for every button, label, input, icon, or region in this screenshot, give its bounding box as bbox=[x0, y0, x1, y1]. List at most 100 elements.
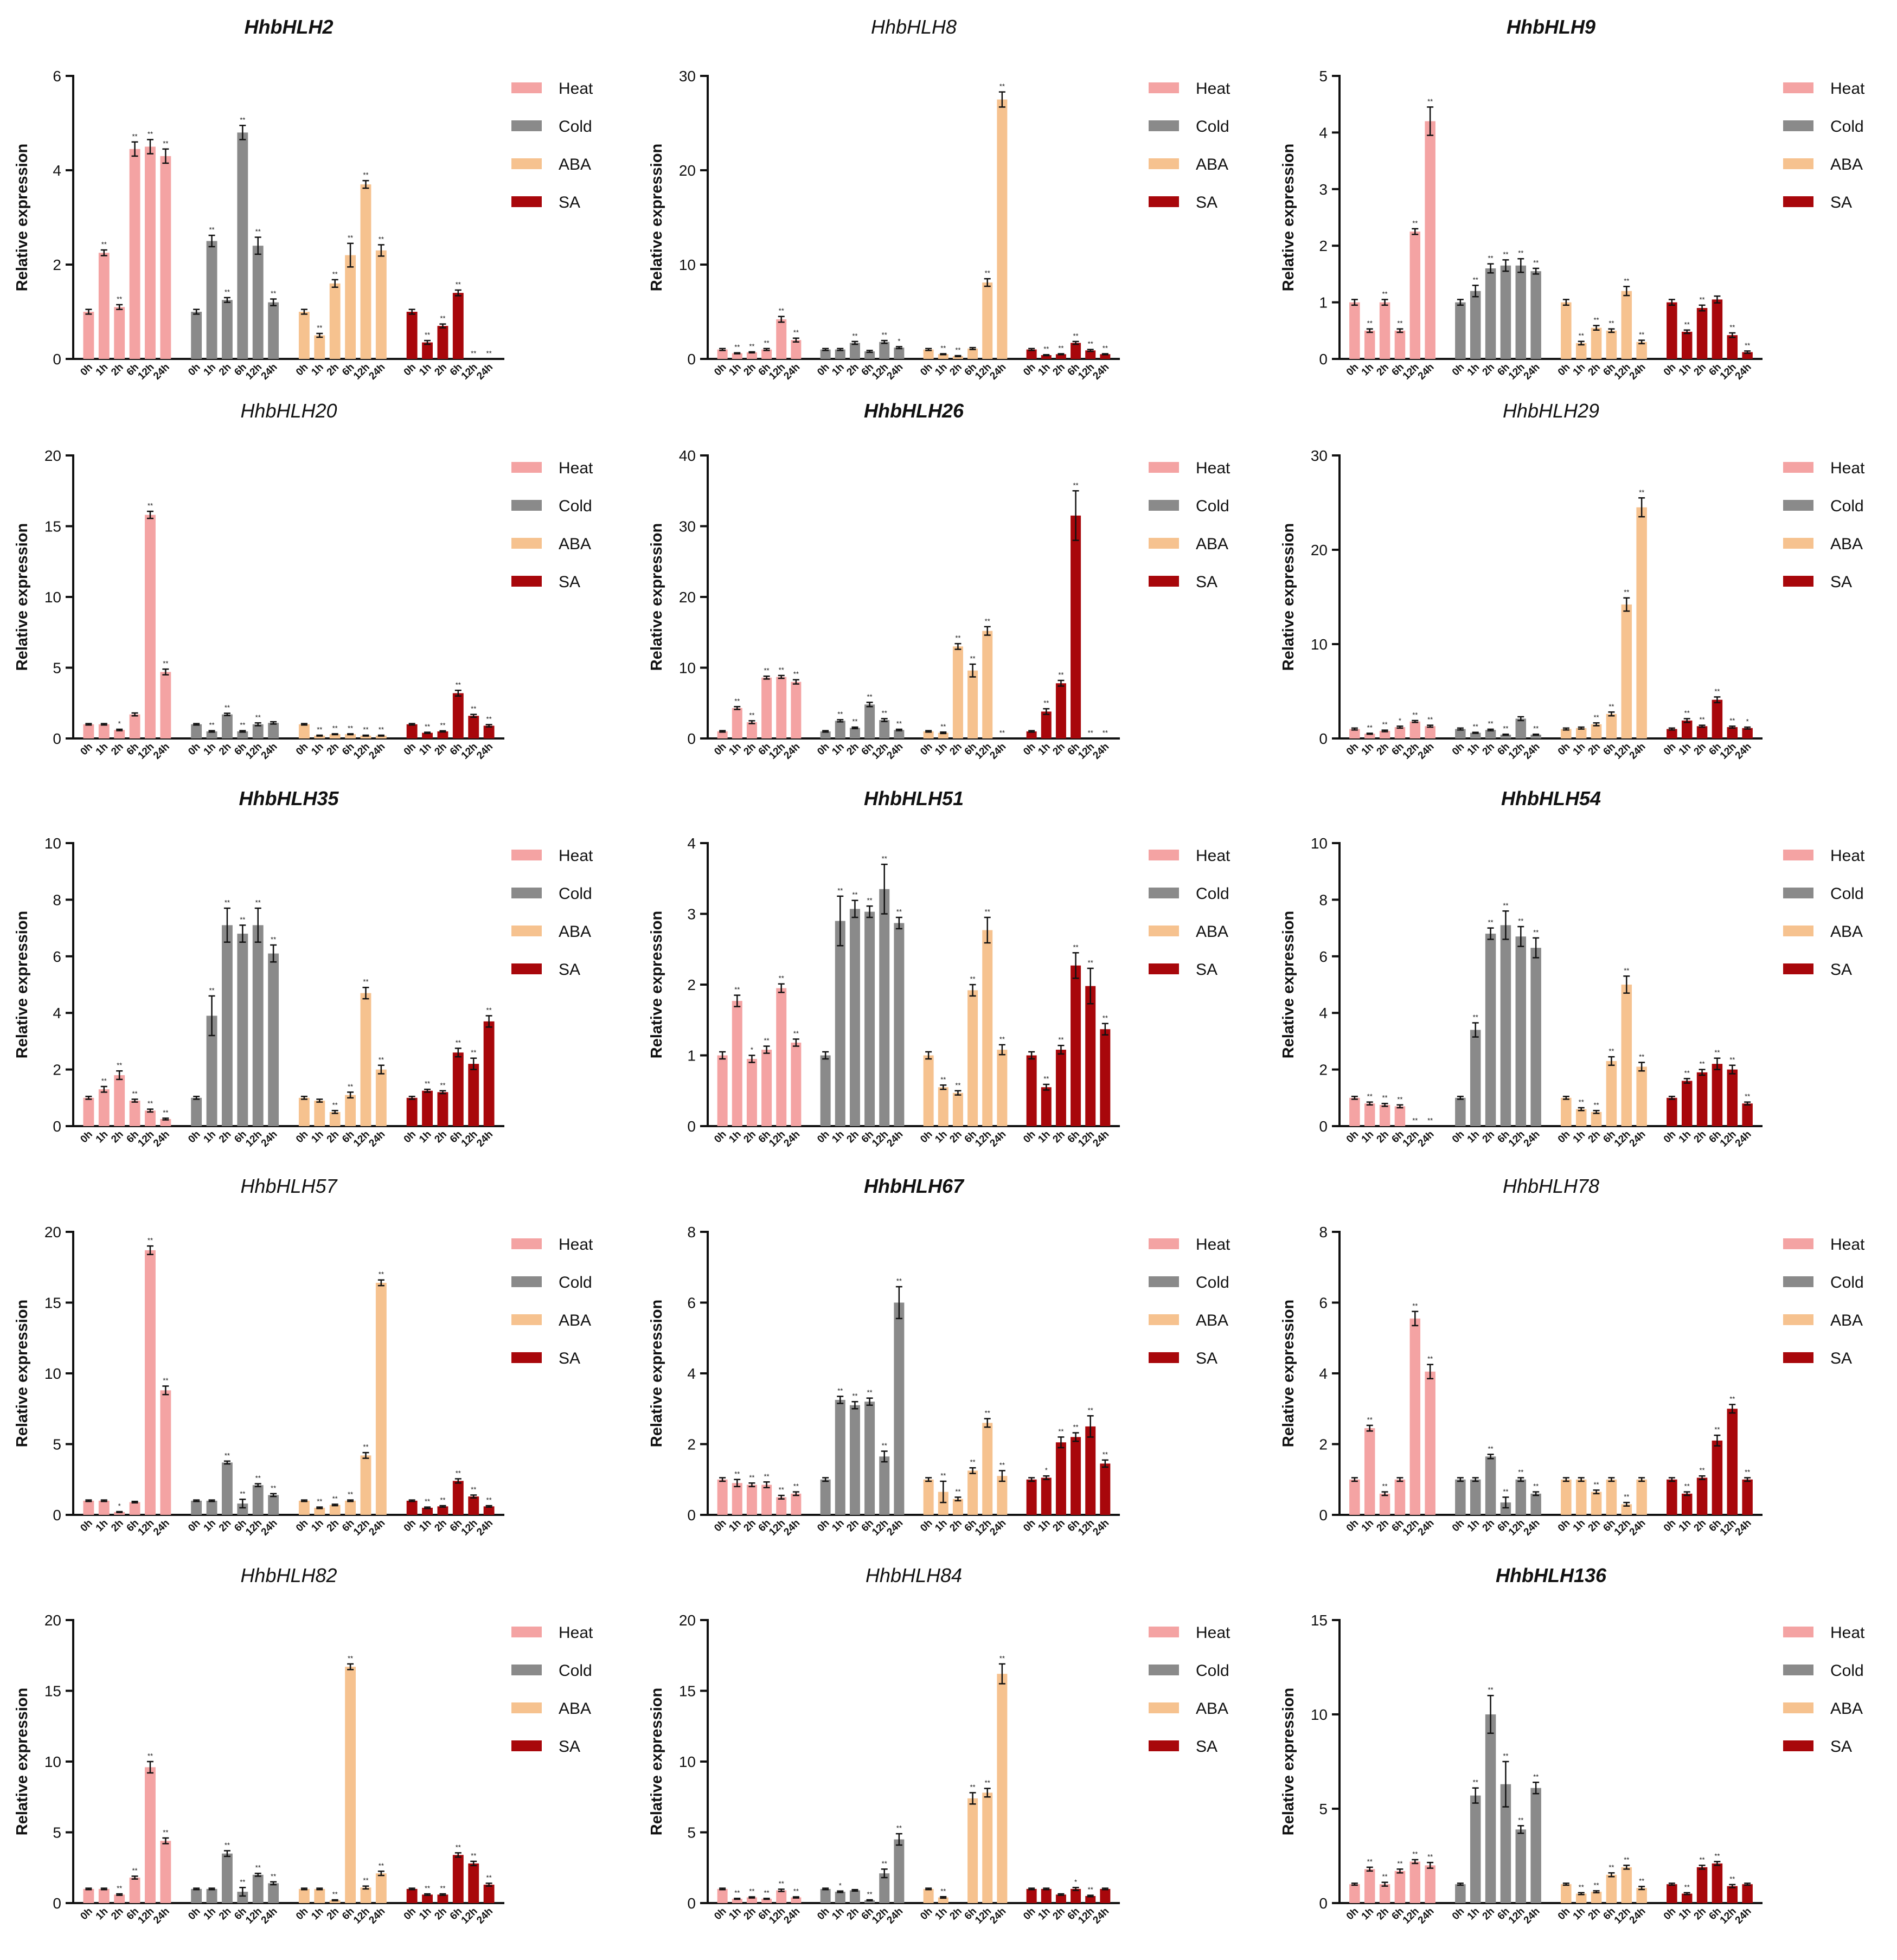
x-tick-label: 2h bbox=[217, 362, 234, 378]
y-tick-label: 40 bbox=[679, 447, 696, 464]
x-tick-label: 0h bbox=[1344, 1906, 1361, 1923]
legend-swatch-aba bbox=[1149, 926, 1179, 936]
bar-sa-6h bbox=[1071, 965, 1081, 1126]
bar-heat-1h bbox=[1364, 1428, 1375, 1515]
bar-cold-2h bbox=[849, 343, 860, 359]
y-tick-label: 6 bbox=[53, 68, 61, 85]
bar-heat-6h bbox=[761, 349, 772, 359]
x-tick-label: 24h bbox=[1733, 741, 1754, 762]
legend-label-sa: SA bbox=[559, 1349, 580, 1367]
legend-label-heat: Heat bbox=[559, 847, 593, 865]
bar-cold-12h bbox=[252, 1485, 264, 1515]
bar-aba-12h bbox=[982, 1792, 993, 1903]
x-tick-label: 1h bbox=[417, 741, 434, 758]
bar-aba-1h bbox=[1575, 343, 1587, 359]
significance-mark: * bbox=[1045, 1466, 1048, 1474]
x-tick-label: 24h bbox=[1522, 1518, 1542, 1538]
x-tick-label: 2h bbox=[1375, 1129, 1392, 1146]
significance-mark: ** bbox=[148, 502, 153, 510]
bar-sa-24h bbox=[1100, 1888, 1111, 1903]
significance-mark: ** bbox=[882, 1859, 887, 1867]
x-tick-label: 2h bbox=[1050, 1518, 1067, 1534]
x-tick-label: 1h bbox=[1360, 1906, 1376, 1923]
y-axis-label: Relative expression bbox=[648, 911, 665, 1058]
bar-heat-24h bbox=[1425, 121, 1435, 359]
bar-sa-2h bbox=[437, 1506, 448, 1515]
legend-label-sa: SA bbox=[1196, 573, 1217, 591]
bar-aba-24h bbox=[1636, 507, 1647, 738]
y-tick-label: 4 bbox=[53, 1005, 61, 1021]
bar-cold-24h bbox=[894, 730, 905, 738]
bar-sa-6h bbox=[1712, 299, 1723, 359]
significance-mark: ** bbox=[1700, 1855, 1705, 1863]
bar-cold-2h bbox=[849, 728, 860, 738]
bar-sa-12h bbox=[1727, 335, 1738, 359]
bar-heat-1h bbox=[732, 1483, 742, 1515]
y-tick-label: 5 bbox=[687, 1824, 696, 1841]
x-tick-label: 2h bbox=[844, 1906, 861, 1923]
x-tick-label: 1h bbox=[1360, 1518, 1376, 1534]
significance-mark: ** bbox=[332, 724, 338, 732]
significance-mark: ** bbox=[1488, 1444, 1494, 1453]
y-tick-label: 2 bbox=[53, 1062, 61, 1078]
significance-mark: ** bbox=[985, 269, 990, 277]
x-tick-label: 24h bbox=[475, 1906, 495, 1926]
x-tick-label: 2h bbox=[109, 1518, 126, 1534]
x-tick-label: 2h bbox=[217, 1129, 234, 1146]
significance-mark: * bbox=[118, 1502, 121, 1510]
bar-aba-2h bbox=[329, 1900, 341, 1903]
x-tick-label: 0h bbox=[1450, 741, 1467, 758]
significance-mark: ** bbox=[1503, 901, 1508, 909]
bar-sa-6h bbox=[452, 693, 464, 738]
significance-mark: ** bbox=[779, 1879, 784, 1887]
bar-cold-0h bbox=[1455, 1097, 1466, 1126]
legend-label-heat: Heat bbox=[1196, 80, 1231, 98]
significance-mark: ** bbox=[117, 1061, 122, 1069]
y-axis-label: Relative expression bbox=[14, 1688, 31, 1835]
bar-cold-24h bbox=[268, 953, 279, 1126]
significance-mark: ** bbox=[734, 343, 740, 351]
significance-mark: ** bbox=[852, 332, 857, 340]
legend-swatch-heat bbox=[1149, 462, 1179, 473]
x-tick-label: 1h bbox=[94, 362, 111, 378]
chart-title: HhbHLH8 bbox=[871, 16, 957, 38]
significance-mark: ** bbox=[734, 1470, 740, 1478]
significance-mark: ** bbox=[1639, 488, 1644, 496]
x-tick-label: 1h bbox=[202, 362, 219, 378]
significance-mark: ** bbox=[1427, 1355, 1433, 1363]
bar-cold-24h bbox=[1530, 1493, 1541, 1515]
significance-mark: ** bbox=[896, 1277, 902, 1285]
significance-mark: ** bbox=[1518, 1468, 1523, 1476]
significance-mark: ** bbox=[749, 1887, 754, 1895]
bar-sa-0h bbox=[1026, 1888, 1037, 1903]
significance-mark: ** bbox=[363, 978, 368, 986]
significance-mark: ** bbox=[867, 1890, 873, 1898]
bar-aba-12h bbox=[1621, 985, 1632, 1126]
bar-cold-0h bbox=[191, 1500, 202, 1515]
bar-cold-1h bbox=[835, 1399, 845, 1515]
bar-heat-12h bbox=[145, 146, 156, 359]
bar-heat-1h bbox=[1364, 734, 1375, 738]
bar-cold-1h bbox=[1470, 1795, 1481, 1903]
bar-cold-1h bbox=[206, 1016, 217, 1126]
significance-mark: ** bbox=[379, 1861, 384, 1869]
bar-heat-6h bbox=[761, 677, 772, 738]
bar-cold-6h bbox=[237, 1503, 248, 1515]
x-tick-label: 1h bbox=[1036, 741, 1053, 758]
bar-aba-6h bbox=[345, 1667, 356, 1903]
significance-mark: ** bbox=[132, 1866, 138, 1874]
y-tick-label: 4 bbox=[1319, 124, 1328, 141]
x-tick-label: 2h bbox=[1375, 1518, 1392, 1534]
bar-heat-1h bbox=[732, 353, 742, 359]
legend-label-aba: ABA bbox=[559, 1700, 591, 1718]
x-tick-label: 24h bbox=[259, 1129, 280, 1149]
bar-heat-24h bbox=[791, 1043, 802, 1126]
legend-label-cold: Cold bbox=[1830, 1662, 1864, 1680]
bar-cold-12h bbox=[252, 925, 264, 1126]
x-tick-label: 1h bbox=[727, 1906, 744, 1923]
bar-cold-24h bbox=[1530, 271, 1541, 359]
significance-mark: ** bbox=[1473, 723, 1478, 731]
bar-aba-2h bbox=[1591, 327, 1602, 359]
significance-mark: ** bbox=[1367, 1416, 1373, 1424]
x-tick-label: 24h bbox=[1091, 1906, 1111, 1926]
